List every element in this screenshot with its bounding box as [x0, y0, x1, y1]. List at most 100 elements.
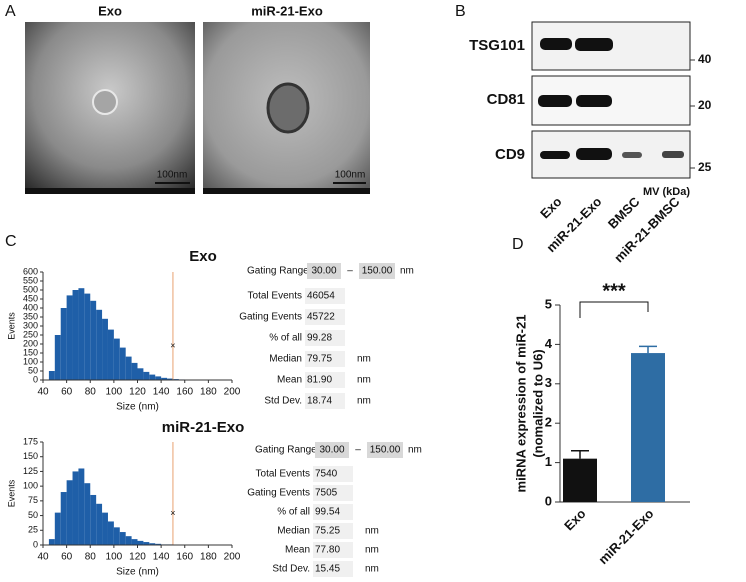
- y-tick-label: 5: [545, 296, 552, 311]
- field-box: [313, 542, 353, 558]
- significance-bracket: [579, 301, 649, 318]
- scale-label: 100nm: [335, 170, 366, 181]
- protein-label: CD81: [487, 91, 525, 108]
- y-tick-label: 200: [23, 338, 38, 348]
- stat-value: 79.75: [307, 354, 332, 365]
- field-box: [313, 504, 353, 520]
- hist-bar: [125, 536, 132, 545]
- hist-bar: [48, 371, 55, 380]
- stat-value: 7505: [315, 488, 338, 499]
- y-tick-label: 100: [23, 481, 38, 491]
- hist-bar: [119, 347, 126, 380]
- y-tick-label: 150: [23, 347, 38, 357]
- y-tick-label: 125: [23, 466, 38, 476]
- significance: ***: [602, 280, 626, 302]
- y-tick-label: 50: [28, 510, 38, 520]
- image-strip: [203, 188, 370, 194]
- y-tick-label: 25: [28, 525, 38, 535]
- field-box: [307, 263, 341, 279]
- stat-label: Total Events: [256, 469, 310, 480]
- hist-title: Exo: [189, 248, 217, 265]
- field-box: [305, 351, 345, 367]
- field-box: [305, 393, 345, 409]
- gating-low: 30.00: [319, 445, 344, 456]
- stat-value: 46054: [307, 291, 335, 302]
- stat-value: 7540: [315, 469, 338, 480]
- y-tick-label: 0: [545, 493, 552, 508]
- y-tick-label: 4: [545, 336, 553, 351]
- hist-bar: [113, 338, 120, 380]
- stat-label: % of all: [269, 333, 302, 344]
- y-axis-label: Events: [6, 479, 16, 507]
- gate-marker: ×: [170, 508, 175, 518]
- y-tick-label: 450: [23, 293, 38, 303]
- field-box: [305, 309, 345, 325]
- y-tick-label: 550: [23, 275, 38, 285]
- y-axis-label: Events: [6, 312, 16, 340]
- stat-value: 75.25: [315, 526, 340, 537]
- hist-bar: [113, 527, 120, 545]
- x-tick-label: 180: [200, 552, 217, 563]
- field-box: [313, 485, 353, 501]
- hist-bar: [137, 368, 144, 380]
- stat-label: Total Events: [248, 291, 302, 302]
- vesicle: [92, 89, 118, 115]
- panel-label: A: [5, 3, 16, 20]
- hist-bar: [48, 539, 55, 545]
- x-tick-label: 100: [106, 552, 123, 563]
- band: [576, 95, 612, 107]
- stat-unit: nm: [357, 354, 371, 365]
- bar: [631, 353, 665, 502]
- band: [576, 148, 612, 160]
- error-bar: [571, 450, 589, 459]
- marker-unit: MV (kDa): [643, 186, 690, 198]
- stat-label: Gating Events: [247, 488, 310, 499]
- field-box: [313, 523, 353, 539]
- field-box: [359, 263, 395, 279]
- hist-bar: [161, 377, 168, 380]
- field-box: [305, 330, 345, 346]
- field-box: [313, 466, 353, 482]
- stat-unit: nm: [357, 375, 371, 386]
- gating-sep: –: [355, 445, 361, 456]
- gating-sep: –: [347, 266, 353, 277]
- hist-bar: [90, 300, 97, 380]
- y-tick-label: 175: [23, 436, 38, 446]
- stat-value: 15.45: [315, 564, 340, 575]
- hist-bar: [96, 309, 103, 380]
- band: [622, 152, 642, 158]
- field-box: [315, 442, 349, 458]
- x-tick-label: 120: [129, 552, 146, 563]
- gating-label: Gating Range: [255, 445, 317, 456]
- image-title: miR-21-Exo: [251, 3, 323, 18]
- vesicle: [266, 82, 310, 134]
- x-tick-label: 140: [153, 387, 170, 398]
- stat-unit: nm: [365, 564, 379, 575]
- panel-label: B: [455, 3, 466, 20]
- lane-label: Exo: [537, 194, 565, 222]
- x-tick-label: 160: [176, 387, 193, 398]
- tem-images: [25, 22, 370, 194]
- stat-label: Std Dev.: [264, 396, 302, 407]
- x-tick-label: 180: [200, 387, 217, 398]
- y-axis-label: (nomalized to U6): [530, 349, 545, 457]
- x-tick-label: 120: [129, 387, 146, 398]
- y-tick-label: 75: [28, 495, 38, 505]
- bar: [563, 458, 597, 502]
- band: [538, 95, 572, 107]
- gating-label: Gating Range: [247, 266, 309, 277]
- hist-bar: [72, 471, 79, 545]
- stat-label: Median: [269, 354, 302, 365]
- stat-unit: nm: [357, 396, 371, 407]
- hist-bar: [60, 308, 67, 380]
- hist-bar: [78, 288, 85, 380]
- hist-bar: [107, 329, 114, 380]
- stat-value: 45722: [307, 312, 335, 323]
- hist-bar: [54, 512, 61, 545]
- panel-label: C: [5, 233, 17, 250]
- hist-bar: [66, 480, 73, 545]
- hist-bar: [66, 295, 73, 380]
- y-tick-label: 150: [23, 451, 38, 461]
- hist-bar: [107, 521, 114, 545]
- hist-bar: [131, 539, 138, 545]
